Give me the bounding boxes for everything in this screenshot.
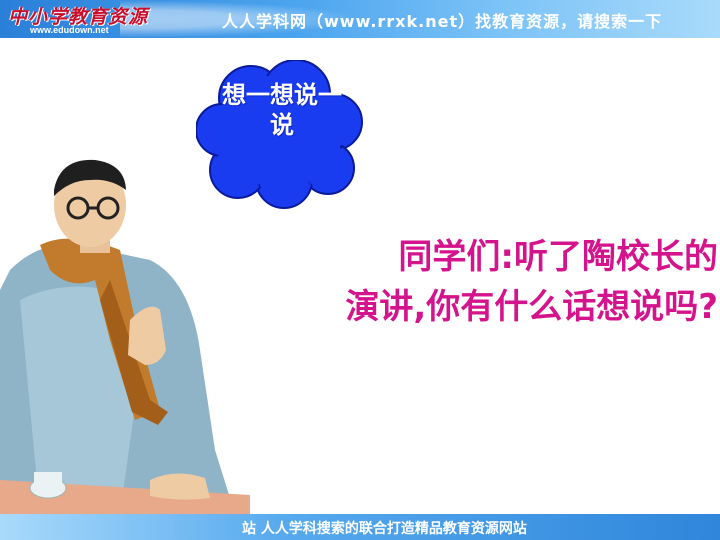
question-line-2: 演讲,你有什么话想说吗? [345,287,718,327]
footer-text: 站 人人学科搜索的联合打造精品教育资源网站 [242,521,527,537]
site-logo-url[interactable]: www.edudown.net [30,25,109,35]
teacher-illustration [0,150,250,514]
cloud-shape-icon [196,60,363,209]
thought-cloud [196,60,364,210]
cloud-caption: 想一想说一说 [222,81,342,139]
question-text: 同学们:听了陶校长的 演讲,你有什么话想说吗? [238,232,718,342]
header-bar [0,0,720,38]
header-wave-decoration [120,0,360,38]
teacher-figure-icon [0,159,250,514]
footer-bar [0,514,720,540]
site-logo[interactable]: 中小学教育资源 [8,6,149,28]
question-line-1: 同学们:听了陶校长的 [398,237,718,277]
header-title: 人人学科网（www.rrxk.net）找教育资源，请搜索一下 [222,12,663,31]
